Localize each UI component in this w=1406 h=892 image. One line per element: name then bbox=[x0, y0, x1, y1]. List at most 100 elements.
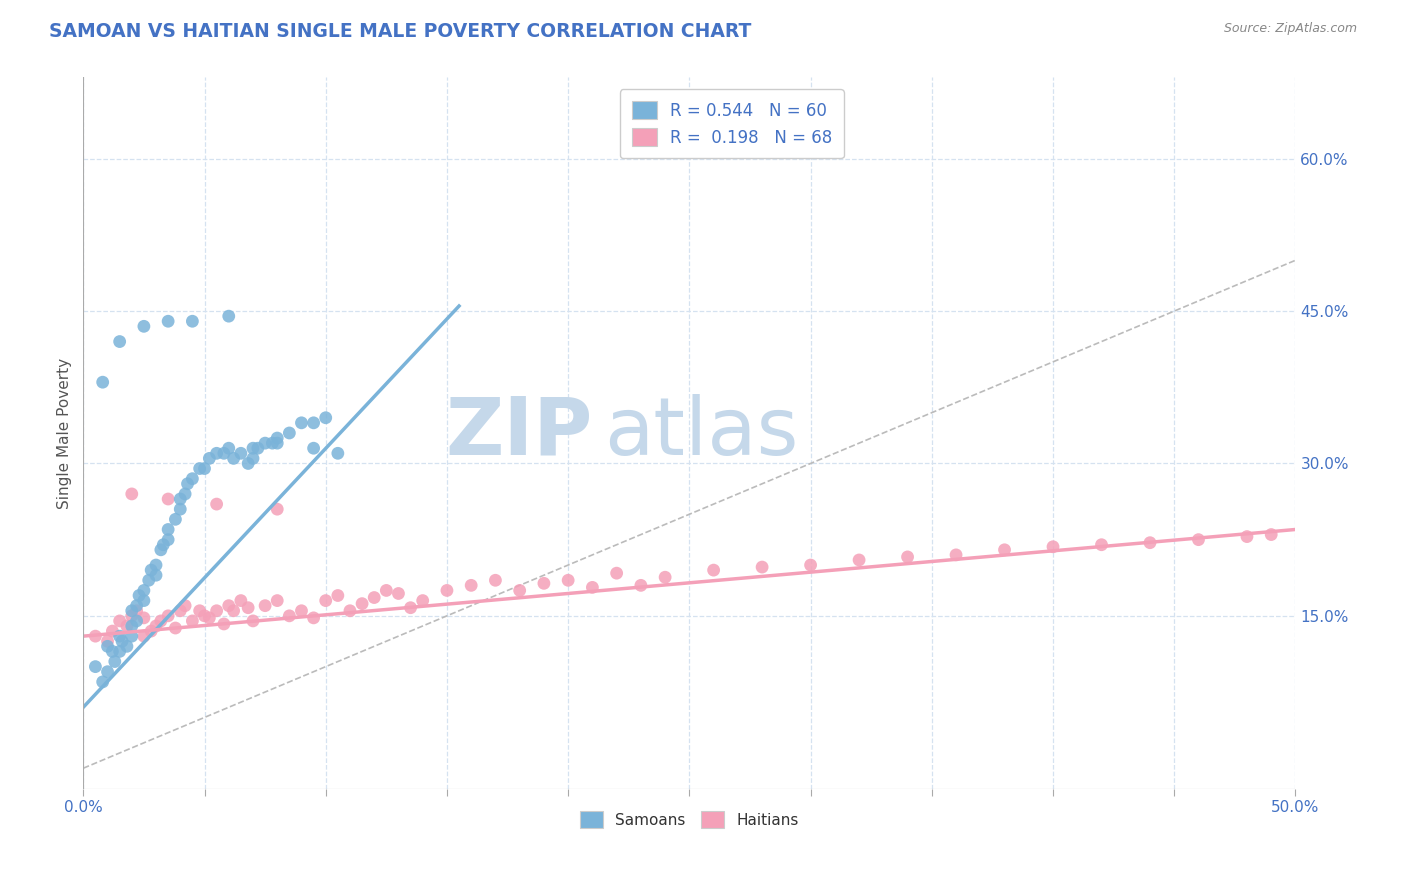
Point bbox=[169, 604, 191, 618]
Point bbox=[242, 441, 264, 455]
Point bbox=[132, 629, 155, 643]
Point bbox=[205, 446, 228, 460]
Point bbox=[246, 441, 269, 455]
Point bbox=[222, 604, 245, 618]
Point bbox=[132, 593, 155, 607]
Point bbox=[84, 659, 107, 673]
Point bbox=[218, 309, 240, 323]
Point bbox=[157, 491, 180, 506]
Point bbox=[169, 502, 191, 516]
Point bbox=[993, 542, 1015, 557]
Point bbox=[229, 593, 252, 607]
Point bbox=[165, 512, 187, 526]
Point bbox=[1139, 535, 1161, 549]
Point bbox=[266, 502, 288, 516]
Point bbox=[169, 491, 191, 506]
Point bbox=[266, 431, 288, 445]
Point bbox=[1260, 527, 1282, 541]
Point bbox=[302, 441, 325, 455]
Text: atlas: atlas bbox=[605, 394, 799, 472]
Point bbox=[157, 523, 180, 537]
Point bbox=[315, 410, 337, 425]
Point bbox=[218, 441, 240, 455]
Point bbox=[460, 578, 482, 592]
Point bbox=[108, 629, 131, 643]
Point bbox=[236, 600, 259, 615]
Point bbox=[352, 597, 374, 611]
Point bbox=[302, 611, 325, 625]
Y-axis label: Single Male Poverty: Single Male Poverty bbox=[58, 358, 72, 508]
Point bbox=[242, 451, 264, 466]
Point bbox=[315, 593, 337, 607]
Point bbox=[115, 640, 138, 654]
Point bbox=[145, 619, 167, 633]
Point bbox=[176, 476, 198, 491]
Point bbox=[387, 586, 409, 600]
Point bbox=[91, 674, 114, 689]
Point bbox=[557, 574, 579, 588]
Point bbox=[121, 604, 143, 618]
Point bbox=[205, 497, 228, 511]
Point bbox=[630, 578, 652, 592]
Point bbox=[157, 533, 180, 547]
Point bbox=[125, 604, 148, 618]
Point bbox=[533, 576, 555, 591]
Point bbox=[115, 619, 138, 633]
Point bbox=[1090, 538, 1112, 552]
Point bbox=[174, 487, 197, 501]
Point bbox=[149, 542, 172, 557]
Point bbox=[108, 644, 131, 658]
Point bbox=[326, 446, 349, 460]
Point bbox=[290, 604, 312, 618]
Point bbox=[141, 563, 163, 577]
Point bbox=[198, 611, 221, 625]
Point bbox=[181, 314, 204, 328]
Point bbox=[205, 604, 228, 618]
Point bbox=[212, 617, 235, 632]
Point bbox=[339, 604, 361, 618]
Point bbox=[101, 624, 124, 638]
Point bbox=[152, 538, 174, 552]
Point bbox=[412, 593, 434, 607]
Point bbox=[848, 553, 870, 567]
Point bbox=[121, 619, 143, 633]
Point bbox=[375, 583, 398, 598]
Point bbox=[654, 570, 676, 584]
Point bbox=[278, 425, 301, 440]
Point bbox=[188, 604, 211, 618]
Point bbox=[181, 472, 204, 486]
Point bbox=[96, 665, 118, 679]
Point bbox=[229, 446, 252, 460]
Point bbox=[254, 436, 277, 450]
Text: Source: ZipAtlas.com: Source: ZipAtlas.com bbox=[1223, 22, 1357, 36]
Point bbox=[363, 591, 385, 605]
Point bbox=[132, 319, 155, 334]
Point bbox=[121, 608, 143, 623]
Point bbox=[138, 574, 160, 588]
Point bbox=[703, 563, 725, 577]
Point bbox=[174, 599, 197, 613]
Text: SAMOAN VS HAITIAN SINGLE MALE POVERTY CORRELATION CHART: SAMOAN VS HAITIAN SINGLE MALE POVERTY CO… bbox=[49, 22, 752, 41]
Point bbox=[212, 446, 235, 460]
Point bbox=[141, 624, 163, 638]
Point bbox=[157, 608, 180, 623]
Point bbox=[125, 614, 148, 628]
Point bbox=[302, 416, 325, 430]
Point bbox=[121, 487, 143, 501]
Point bbox=[128, 589, 150, 603]
Point bbox=[96, 640, 118, 654]
Legend: Samoans, Haitians: Samoans, Haitians bbox=[574, 805, 804, 834]
Point bbox=[132, 583, 155, 598]
Point bbox=[1187, 533, 1209, 547]
Point bbox=[581, 581, 603, 595]
Point bbox=[945, 548, 967, 562]
Point bbox=[193, 608, 215, 623]
Point bbox=[101, 644, 124, 658]
Point bbox=[509, 583, 531, 598]
Point bbox=[218, 599, 240, 613]
Point bbox=[121, 629, 143, 643]
Point bbox=[222, 451, 245, 466]
Point bbox=[198, 451, 221, 466]
Point bbox=[436, 583, 458, 598]
Point bbox=[84, 629, 107, 643]
